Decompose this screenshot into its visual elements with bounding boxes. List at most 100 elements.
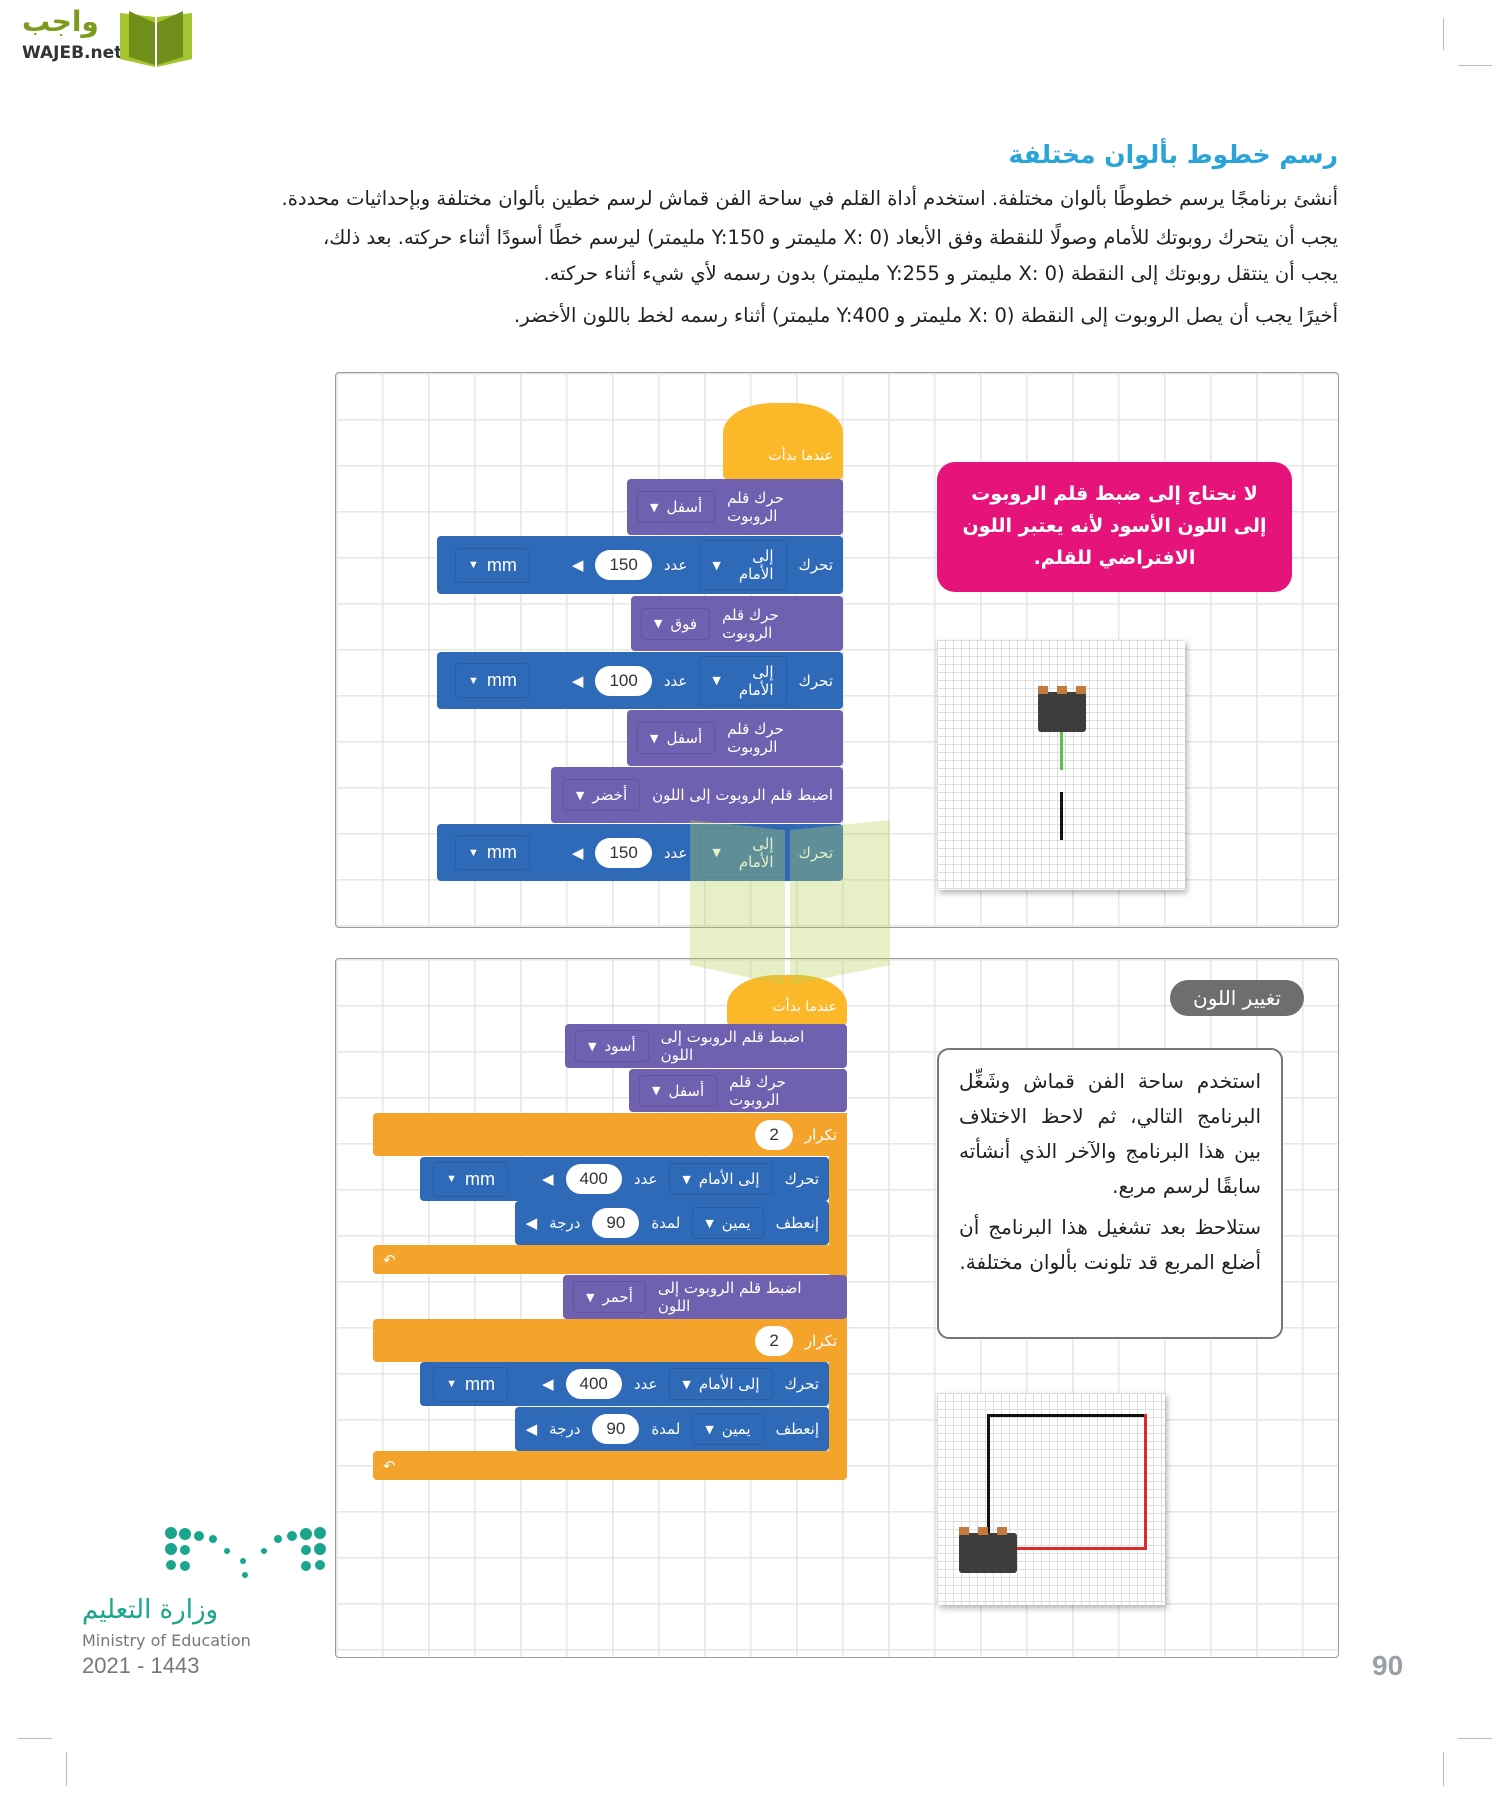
distance-input[interactable]: 400 [565, 1369, 622, 1399]
section-title: رسم خطوط بألوان مختلفة [1008, 140, 1338, 169]
set-pen-color-block[interactable]: اضبط قلم الروبوت إلى اللون أحمر ▼ [563, 1275, 847, 1319]
art-canvas-preview [937, 1393, 1165, 1605]
pen-position-dropdown[interactable]: فوق ▼ [641, 607, 711, 640]
repeat-count-input[interactable]: 2 [755, 1119, 793, 1150]
when-started-block[interactable]: عندما بدأت [727, 975, 847, 1025]
block-label: اضبط قلم الروبوت إلى اللون [660, 1028, 805, 1064]
chevron-down-icon: ▼ [712, 558, 721, 572]
drive-block[interactable]: تحرك إلى الأمام ▼ عدد 100 ◀ mm ▼ [437, 652, 843, 709]
unit-dropdown[interactable]: mm ▼ [455, 547, 530, 583]
chevron-down-icon: ▼ [682, 1377, 691, 1391]
color-dropdown[interactable]: أحمر ▼ [573, 1281, 646, 1313]
repeat-block[interactable]: تكرار 2 [373, 1319, 847, 1362]
dropdown-value: أخضر [592, 786, 628, 804]
ministry-logo: وزارة التعليم Ministry of Education 2021… [80, 1525, 340, 1685]
pen-position-dropdown[interactable]: أسفل ▼ [637, 491, 716, 523]
block-label: عدد [633, 1170, 658, 1188]
instruction-text: ستلاحظ بعد تشغيل هذا البرنامج أن أضلع ال… [959, 1215, 1261, 1274]
block-label: عندما بدأت [772, 999, 837, 1015]
dropdown-value: أسفل [668, 1081, 705, 1100]
wajeb-watermark [510, 820, 1000, 994]
direction-dropdown[interactable]: إلى الأمام ▼ [699, 655, 787, 706]
repeat-block-end: ↶ [373, 1451, 847, 1480]
turn-block[interactable]: إنعطف يمين ▼ لمدة 90 درجة ◀ [515, 1201, 829, 1245]
pen-up-block[interactable]: حرك قلم الروبوت فوق ▼ [631, 596, 843, 651]
block-label: درجة [549, 1420, 581, 1438]
repeat-block-end: ↶ [373, 1245, 847, 1274]
unit-dropdown[interactable]: mm ▼ [455, 663, 530, 698]
when-started-block[interactable]: عندما بدأت [723, 403, 843, 479]
dropdown-value: إلى الأمام [698, 1375, 760, 1393]
triangle-left-icon: ◀ [525, 1420, 538, 1438]
chevron-down-icon: ▼ [446, 1173, 457, 1185]
art-canvas-preview [937, 640, 1185, 890]
direction-dropdown[interactable]: إلى الأمام ▼ [669, 1368, 773, 1400]
turn-direction-dropdown[interactable]: يمين ▼ [692, 1207, 764, 1239]
triangle-left-icon: ◀ [571, 556, 584, 574]
block-label: اضبط قلم الروبوت إلى اللون [657, 1279, 802, 1315]
block-label: إنعطف [775, 1214, 819, 1232]
turn-block[interactable]: إنعطف يمين ▼ لمدة 90 درجة ◀ [515, 1407, 829, 1451]
direction-dropdown[interactable]: إلى الأمام ▼ [699, 827, 787, 878]
dropdown-value: أسود [604, 1037, 636, 1055]
block-label: درجة [549, 1214, 581, 1232]
dropdown-value: إلى الأمام [738, 662, 774, 699]
chevron-down-icon: ▼ [705, 1422, 714, 1436]
pen-down-block[interactable]: حرك قلم الروبوت أسفل ▼ [627, 710, 843, 766]
pen-position-dropdown[interactable]: أسفل ▼ [639, 1074, 718, 1107]
pen-down-block[interactable]: حرك قلم الروبوت أسفل ▼ [629, 1069, 847, 1112]
drive-block[interactable]: تحرك إلى الأمام ▼ عدد 150 ◀ mm ▼ [437, 824, 843, 881]
block-label: تحرك [798, 671, 834, 690]
chevron-down-icon: ▼ [650, 500, 659, 514]
drive-block[interactable]: تحرك إلى الأمام ▼ عدد 150 ◀ mm ▼ [437, 536, 843, 594]
triangle-left-icon: ◀ [541, 1375, 554, 1393]
block-label: حرك قلم الروبوت [729, 1072, 786, 1109]
book-icon [120, 11, 192, 67]
block-label: إنعطف [775, 1420, 819, 1438]
direction-dropdown[interactable]: إلى الأمام ▼ [669, 1163, 773, 1195]
logo-arabic: واجب [22, 5, 99, 38]
note-callout: لا نحتاج إلى ضبط قلم الروبوت إلى اللون ا… [937, 462, 1292, 592]
block-label: تكرار [804, 1331, 837, 1350]
set-pen-color-block[interactable]: اضبط قلم الروبوت إلى اللون أخضر ▼ [551, 767, 843, 823]
instruction-box: استخدم ساحة الفن قماش وشَغِّل البرنامج ا… [937, 1048, 1283, 1339]
angle-input[interactable]: 90 [592, 1208, 640, 1238]
chevron-down-icon: ▼ [682, 1172, 691, 1186]
loop-arrow-icon: ↶ [383, 1456, 396, 1475]
chevron-down-icon: ▼ [446, 1378, 457, 1390]
dropdown-value: أسفل [666, 729, 703, 747]
repeat-count-input[interactable]: 2 [755, 1325, 793, 1356]
distance-input[interactable]: 100 [595, 665, 652, 696]
change-color-badge: تغيير اللون [1170, 980, 1304, 1016]
year: 2021 - 1443 [82, 1653, 200, 1678]
set-pen-color-block[interactable]: اضبط قلم الروبوت إلى اللون أسود ▼ [565, 1024, 847, 1068]
chevron-down-icon: ▼ [712, 846, 720, 859]
block-label: اضبط قلم الروبوت إلى اللون [652, 786, 833, 804]
dropdown-value: mm [486, 554, 517, 575]
pen-down-block[interactable]: حرك قلم الروبوت أسفل ▼ [627, 479, 843, 535]
distance-input[interactable]: 150 [595, 837, 652, 868]
unit-dropdown[interactable]: mm ▼ [433, 1161, 508, 1197]
crop-mark [66, 1752, 67, 1786]
black-line [987, 1414, 1147, 1417]
color-dropdown[interactable]: أخضر ▼ [562, 779, 641, 811]
triangle-left-icon: ◀ [525, 1214, 538, 1232]
direction-dropdown[interactable]: إلى الأمام ▼ [699, 540, 787, 590]
distance-input[interactable]: 400 [565, 1164, 622, 1194]
block-label: عندما بدأت [768, 448, 833, 464]
block-label: تحرك [798, 556, 834, 574]
chevron-down-icon: ▼ [654, 617, 663, 630]
chevron-down-icon: ▼ [468, 846, 479, 859]
pen-position-dropdown[interactable]: أسفل ▼ [637, 722, 716, 754]
turn-direction-dropdown[interactable]: يمين ▼ [692, 1413, 764, 1445]
distance-input[interactable]: 150 [595, 550, 652, 580]
unit-dropdown[interactable]: mm ▼ [433, 1366, 508, 1402]
drive-block[interactable]: تحرك إلى الأمام ▼ عدد 400 ◀ mm ▼ [420, 1362, 829, 1406]
ministry-dots-icon [165, 1527, 326, 1578]
dropdown-value: إلى الأمام [738, 547, 774, 583]
drive-block[interactable]: تحرك إلى الأمام ▼ عدد 400 ◀ mm ▼ [420, 1157, 829, 1201]
unit-dropdown[interactable]: mm ▼ [455, 835, 530, 870]
repeat-block[interactable]: تكرار 2 [373, 1113, 847, 1156]
color-dropdown[interactable]: أسود ▼ [575, 1030, 649, 1062]
angle-input[interactable]: 90 [592, 1414, 640, 1444]
